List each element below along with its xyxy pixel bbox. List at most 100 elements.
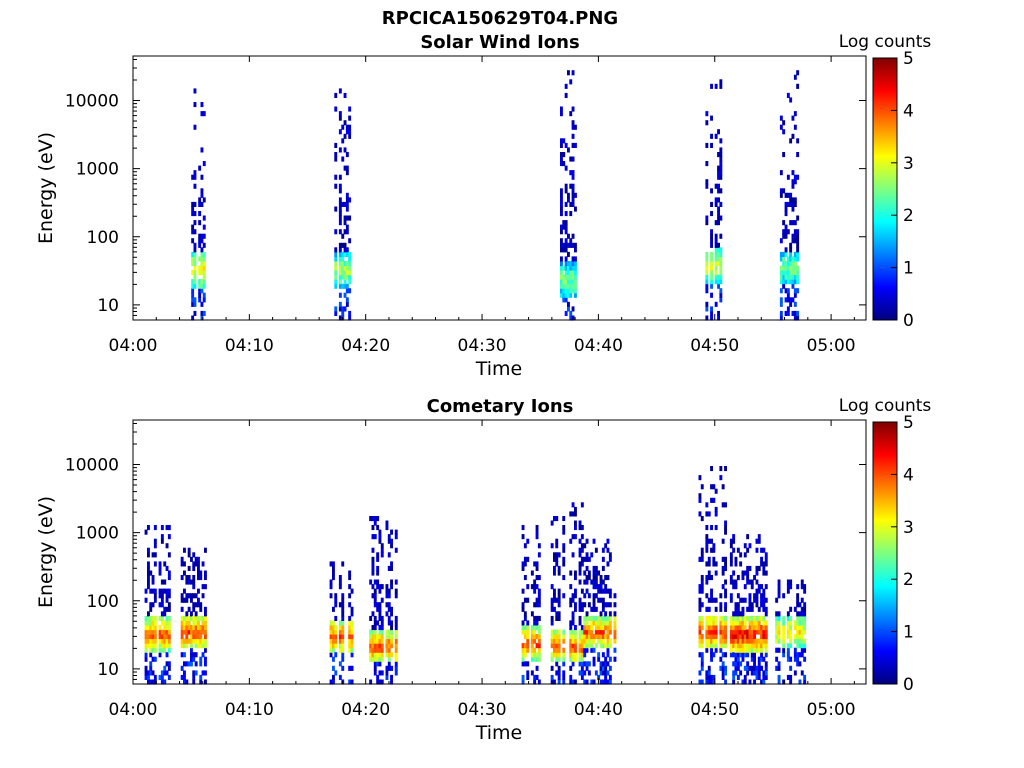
heatmap-cell	[597, 652, 601, 658]
heatmap-cell	[387, 656, 391, 662]
heatmap-cell	[757, 538, 761, 544]
y-axis-label: Energy (eV)	[35, 132, 57, 244]
heatmap-cell	[348, 251, 352, 257]
heatmap-cell	[557, 652, 561, 658]
heatmap-cell	[569, 315, 573, 321]
heatmap-cell	[604, 656, 608, 662]
colorbar-tick-label: 1	[903, 623, 914, 643]
heatmap-cell	[578, 629, 582, 635]
heatmap-cell	[786, 588, 790, 594]
heatmap-cell	[341, 256, 345, 262]
heatmap-cell	[537, 629, 541, 635]
heatmap-cell	[732, 638, 736, 644]
heatmap-cell	[378, 615, 382, 621]
heatmap-cell	[144, 597, 148, 603]
heatmap-cell	[553, 556, 556, 562]
heatmap-cell	[190, 593, 193, 599]
heatmap-cell	[757, 625, 761, 631]
heatmap-cell	[594, 575, 598, 581]
heatmap-cell	[193, 102, 197, 108]
heatmap-cell	[721, 556, 725, 562]
heatmap-cell	[160, 679, 164, 685]
heatmap-cell	[149, 634, 153, 640]
heatmap-cell	[712, 674, 716, 680]
heatmap-cell	[153, 674, 157, 680]
heatmap-cell	[193, 270, 197, 276]
heatmap-cell	[793, 220, 797, 226]
heatmap-cell	[569, 201, 573, 207]
heatmap-cell	[712, 484, 716, 490]
heatmap-cell	[149, 679, 153, 685]
heatmap-cell	[592, 638, 596, 644]
heatmap-cell	[580, 606, 584, 612]
heatmap-cell	[798, 625, 802, 631]
heatmap-cell	[380, 620, 384, 626]
heatmap-cell	[202, 297, 206, 303]
heatmap-cell	[734, 643, 738, 649]
heatmap-cell	[714, 279, 718, 285]
heatmap-cell	[707, 556, 711, 562]
heatmap-cell	[721, 620, 725, 626]
heatmap-cell	[707, 665, 711, 671]
heatmap-cell	[719, 270, 723, 276]
heatmap-cell	[190, 643, 193, 649]
heatmap-cell	[147, 679, 150, 685]
heatmap-cell	[717, 211, 720, 217]
heatmap-cell	[571, 656, 575, 662]
heatmap-cell	[185, 579, 189, 585]
heatmap-cell	[796, 70, 800, 76]
heatmap-cell	[599, 584, 603, 590]
heatmap-cell	[717, 220, 720, 226]
heatmap-cell	[348, 665, 352, 671]
heatmap-cell	[724, 665, 727, 671]
heatmap-cell	[705, 251, 709, 257]
heatmap-cell	[760, 561, 763, 567]
heatmap-cell	[341, 656, 345, 662]
heatmap-cell	[736, 661, 740, 667]
heatmap-cell	[193, 174, 197, 180]
heatmap-cell	[371, 625, 375, 631]
heatmap-cell	[717, 251, 720, 257]
heatmap-cell	[764, 629, 768, 635]
heatmap-cell	[736, 602, 740, 608]
heatmap-cell	[200, 256, 204, 262]
x-axis-label: Time	[475, 358, 523, 380]
heatmap-cell	[345, 170, 349, 176]
heatmap-cell	[533, 620, 537, 626]
heatmap-cell	[550, 665, 554, 671]
heatmap-cell	[341, 625, 345, 631]
heatmap-cell	[332, 561, 335, 567]
heatmap-cell	[789, 261, 793, 267]
heatmap-cell	[569, 652, 573, 658]
heatmap-cell	[717, 152, 720, 158]
heatmap-cell	[535, 534, 539, 540]
heatmap-cell	[707, 538, 711, 544]
heatmap-cell	[698, 615, 702, 621]
heatmap-cell	[341, 606, 345, 612]
heatmap-cell	[553, 652, 556, 658]
heatmap-cell	[521, 606, 525, 612]
heatmap-cell	[348, 238, 352, 244]
heatmap-cell	[187, 593, 191, 599]
heatmap-cell	[564, 274, 568, 280]
heatmap-cell	[369, 516, 373, 522]
heatmap-cell	[144, 647, 148, 653]
heatmap-cell	[521, 525, 525, 531]
heatmap-cell	[378, 584, 382, 590]
heatmap-cell	[571, 283, 575, 289]
heatmap-cell	[590, 647, 594, 653]
heatmap-cell	[705, 534, 709, 540]
heatmap-cell	[746, 629, 750, 635]
heatmap-cell	[194, 620, 198, 626]
heatmap-cell	[587, 661, 591, 667]
heatmap-cell	[594, 625, 598, 631]
heatmap-cell	[198, 256, 202, 262]
heatmap-cell	[599, 665, 603, 671]
heatmap-cell	[736, 593, 740, 599]
heatmap-cell	[160, 670, 164, 676]
heatmap-cell	[553, 597, 556, 603]
heatmap-cell	[578, 620, 582, 626]
heatmap-cell	[557, 674, 561, 680]
heatmap-cell	[755, 625, 759, 631]
